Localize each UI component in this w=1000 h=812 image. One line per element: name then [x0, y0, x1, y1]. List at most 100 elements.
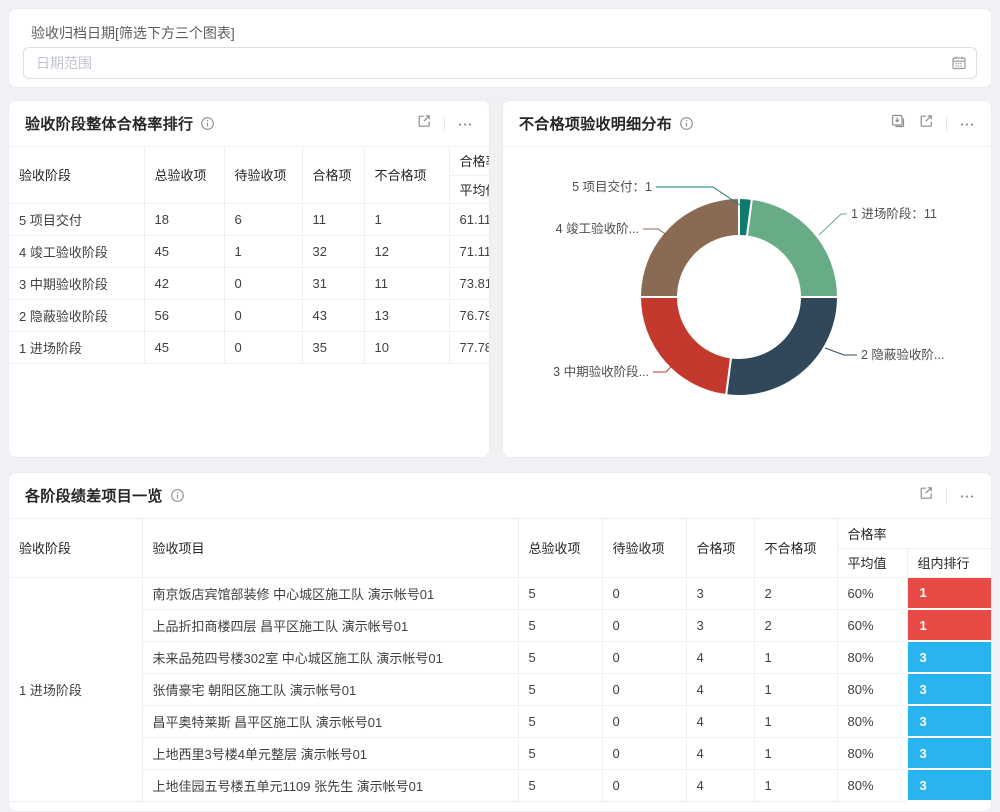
- save-image-icon[interactable]: [890, 113, 906, 134]
- more-icon[interactable]: [959, 116, 975, 132]
- cell-fail: 10: [364, 331, 450, 364]
- cell-fail: 1: [364, 203, 450, 236]
- pie-slice-2 隐蔽验收阶段[interactable]: [724, 296, 840, 397]
- header-cell-2: 待验收项: [224, 147, 303, 204]
- pie-label-line: [653, 357, 680, 373]
- table-body: 1 进场阶段 南京饭店宾馆部装修 中心城区施工队 演示帐号01 5 0 3 2 60% 1 上品…: [9, 577, 991, 802]
- cell-total: 45: [144, 235, 225, 268]
- table-row: 未来品苑四号楼302室 中心城区施工队 演示帐号01 5 0 4 1 80% 3: [9, 641, 991, 674]
- rank-badge-cell: 1: [907, 577, 991, 610]
- cell-total: 5: [518, 609, 603, 642]
- cell-pass: 3: [686, 577, 755, 610]
- pie-label-line: [643, 228, 677, 242]
- card-header: 不合格项验收明细分布: [503, 101, 991, 147]
- header-cell-1: 验收项目: [142, 519, 519, 578]
- donut-chart-area: 5 项目交付：1 1 进场阶段：11 2 隐蔽验收阶... 3 中期验收阶段... 4 …: [503, 147, 991, 457]
- pie-slice-3 中期验收阶段[interactable]: [638, 296, 733, 397]
- cell-fail: 13: [364, 299, 450, 332]
- pie-label-line: [824, 347, 857, 356]
- cell-project: 南京饭店宾馆部装修 中心城区施工队 演示帐号01: [142, 577, 519, 610]
- cell-project: 张倩豪宅 朝阳区施工队 演示帐号01: [142, 673, 519, 706]
- cell-fail: 2: [754, 577, 838, 610]
- cell-total: 5: [518, 737, 603, 770]
- cell-rate: 80%: [837, 769, 908, 802]
- cell-project: 上地西里3号楼4单元整层 演示帐号01: [142, 737, 519, 770]
- rank-badge-cell: 3: [907, 641, 991, 674]
- header-row: 平均值: [9, 175, 489, 204]
- cell-fail: 1: [754, 737, 838, 770]
- cell-pass: 4: [686, 673, 755, 706]
- pie-label-line: [656, 186, 741, 206]
- cell-pending: 0: [602, 641, 687, 674]
- poor-projects-table: 验收阶段 验收项目 总验收项 待验收项 合格项 不合格项 合格率 平均值 组内排行 1 进场阶段南…: [9, 519, 991, 802]
- header-row: 平均值 组内排行: [9, 548, 991, 578]
- expand-icon[interactable]: [416, 113, 432, 134]
- calendar-icon[interactable]: [951, 55, 967, 76]
- header-cell-3: 合格项: [302, 147, 365, 204]
- cell-pending: 0: [602, 609, 687, 642]
- table-row: 上地西里3号楼4单元整层 演示帐号01 5 0 4 1 80% 3: [9, 737, 991, 770]
- cell-fail: 1: [754, 769, 838, 802]
- header-cell-3: 待验收项: [602, 519, 687, 578]
- info-icon[interactable]: [200, 116, 215, 131]
- expand-icon[interactable]: [918, 113, 934, 134]
- header-row: 验收阶段总验收项待验收项合格项不合格项合格率: [9, 147, 489, 204]
- cell-rate: 80%: [837, 641, 908, 674]
- card-title: 不合格项验收明细分布: [519, 116, 673, 133]
- info-icon[interactable]: [679, 116, 694, 131]
- more-icon[interactable]: [959, 488, 975, 504]
- pie-label: 3 中期验收阶段...: [553, 364, 649, 379]
- cell-project: 上品折扣商楼四层 昌平区施工队 演示帐号01: [142, 609, 519, 642]
- pie-label: 4 竣工验收阶...: [556, 221, 639, 236]
- header-cell-2: 总验收项: [518, 519, 603, 578]
- filter-card: 验收归档日期[筛选下方三个图表]: [8, 8, 992, 88]
- cell-stage: 1 进场阶段: [9, 331, 145, 364]
- pass-rate-ranking-card: 验收阶段整体合格率排行 验收阶段总验收项待验收项合格项不合格项合格率平均值5 项…: [8, 100, 490, 458]
- header-cell-5: 不合格项: [754, 519, 838, 578]
- card-header: 各阶段绩差项目一览: [9, 473, 991, 519]
- cell-pass: 31: [302, 267, 365, 300]
- table-row: 昌平奥特莱斯 昌平区施工队 演示帐号01 5 0 4 1 80% 3: [9, 705, 991, 738]
- date-range-input[interactable]: [23, 47, 977, 79]
- pie-slice-1 进场阶段[interactable]: [745, 197, 840, 298]
- cell-total: 56: [144, 299, 225, 332]
- table-row: 1 进场阶段 南京饭店宾馆部装修 中心城区施工队 演示帐号01 5 0 3 2 60% 1: [9, 577, 991, 802]
- expand-icon[interactable]: [918, 485, 934, 506]
- cell-fail: 1: [754, 641, 838, 674]
- table-row: 上地佳园五号楼五单元1109 张先生 演示帐号01 5 0 4 1 80% 3: [9, 769, 991, 802]
- cell-pass: 4: [686, 705, 755, 738]
- cell-project: 昌平奥特莱斯 昌平区施工队 演示帐号01: [142, 705, 519, 738]
- cell-rate: 71.11%: [449, 235, 489, 268]
- pie-slice-4 竣工验收阶段[interactable]: [638, 196, 740, 298]
- cell-pending: 0: [602, 769, 687, 802]
- card-title: 各阶段绩差项目一览: [25, 488, 163, 505]
- cell-fail: 12: [364, 235, 450, 268]
- cell-pass: 3: [686, 609, 755, 642]
- cell-pass: 4: [686, 737, 755, 770]
- more-icon[interactable]: [457, 116, 473, 132]
- cell-pass: 11: [302, 203, 365, 236]
- filter-title: 验收归档日期[筛选下方三个图表]: [31, 25, 235, 41]
- cell-stage: 1 进场阶段: [9, 577, 143, 802]
- cell-total: 5: [518, 673, 603, 706]
- cell-pending: 6: [224, 203, 303, 236]
- date-range-field[interactable]: [23, 47, 977, 79]
- info-icon[interactable]: [170, 488, 185, 503]
- cell-rate: 76.79%: [449, 299, 489, 332]
- header-cell-rate-group: 合格率: [837, 519, 991, 549]
- rank-badge-cell: 3: [907, 705, 991, 738]
- cell-stage: 5 项目交付: [9, 203, 145, 236]
- cell-stage: 3 中期验收阶段: [9, 267, 145, 300]
- cell-total: 45: [144, 331, 225, 364]
- cell-rate: 77.78%: [449, 331, 489, 364]
- header-row: 验收阶段 验收项目 总验收项 待验收项 合格项 不合格项 合格率: [9, 519, 991, 578]
- cell-rate: 73.81%: [449, 267, 489, 300]
- table-row: 上品折扣商楼四层 昌平区施工队 演示帐号01 5 0 3 2 60% 1: [9, 609, 991, 642]
- cell-pending: 0: [602, 673, 687, 706]
- header-cell-0: 验收阶段: [9, 519, 143, 578]
- poor-projects-card: 各阶段绩差项目一览 验收阶段 验收项目 总验收项 待验收项 合格项 不合格项 合格率 平均值组…: [8, 472, 992, 812]
- header-cell-rate-sub-1: 组内排行: [907, 548, 991, 578]
